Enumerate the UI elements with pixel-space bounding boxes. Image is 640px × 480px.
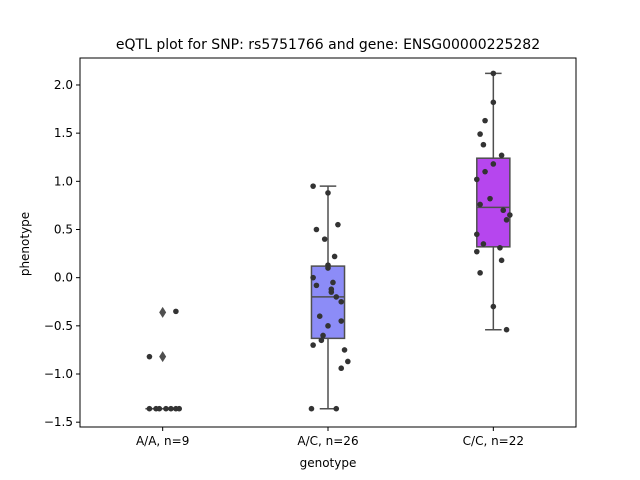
y-tick-label: −1.5 [44,415,73,429]
data-point [338,318,345,324]
data-point [330,279,336,286]
data-point [482,168,488,175]
data-point [503,217,510,223]
y-tick-label: 0.5 [54,222,73,236]
data-point [325,265,331,271]
data-point [325,190,331,196]
data-point [313,226,320,233]
data-point [310,183,316,189]
data-point [156,405,163,412]
data-point [482,117,488,124]
data-point [335,221,341,228]
y-tick-label: −1.0 [44,367,73,381]
y-tick-label: −0.5 [44,319,73,333]
data-point [320,332,326,339]
data-point [490,70,497,77]
data-point [146,405,153,412]
x-tick-label: A/A, n=9 [136,434,189,448]
data-point [490,303,497,310]
data-point [310,342,316,348]
data-point [507,212,513,218]
data-point [498,257,505,264]
data-point [490,99,497,106]
y-axis-label: phenotype [18,212,32,276]
data-point [503,326,510,333]
outlier-marker [159,306,167,318]
data-point [331,253,338,260]
x-tick-label: A/C, n=26 [297,434,358,448]
data-point [308,405,315,412]
y-tick-label: 2.0 [54,78,73,92]
x-tick-label: C/C, n=22 [463,434,524,448]
plot-area: −1.5 −1.0 −0.5 0.0 0.5 1.0 1.5 2.0 A/A, n=9 A/C, … [44,57,577,448]
data-point [498,152,505,159]
data-point [338,365,345,372]
data-point [146,353,153,360]
data-point [176,405,182,412]
data-point [163,405,169,412]
data-point [474,231,480,238]
data-point [173,308,179,315]
data-point [328,289,335,295]
data-point [341,347,348,353]
data-point [333,405,340,412]
x-axis-label: genotype [300,456,357,470]
data-point [477,270,483,276]
y-tick-label: 0.0 [54,271,73,285]
data-point [168,405,174,412]
y-tick-label: 1.0 [54,174,73,188]
outlier-marker [159,351,167,363]
data-point [325,323,331,329]
data-point [477,201,483,208]
chart-title: eQTL plot for SNP: rs5751766 and gene: E… [116,37,540,53]
y-tick-label: 1.5 [54,126,73,140]
data-point [497,244,503,251]
data-point [310,274,316,281]
data-point [487,195,493,202]
data-point [333,294,340,300]
data-point [474,176,480,183]
data-point [480,241,487,247]
data-point [318,337,325,344]
data-point [316,313,323,320]
data-point [338,298,345,305]
data-point [477,131,483,137]
data-point [490,161,497,167]
data-point [480,141,487,148]
data-point [345,358,351,365]
data-point [500,207,507,214]
data-point [321,236,328,242]
box-iqr [476,157,511,248]
data-point [313,282,320,289]
data-point [474,248,480,255]
